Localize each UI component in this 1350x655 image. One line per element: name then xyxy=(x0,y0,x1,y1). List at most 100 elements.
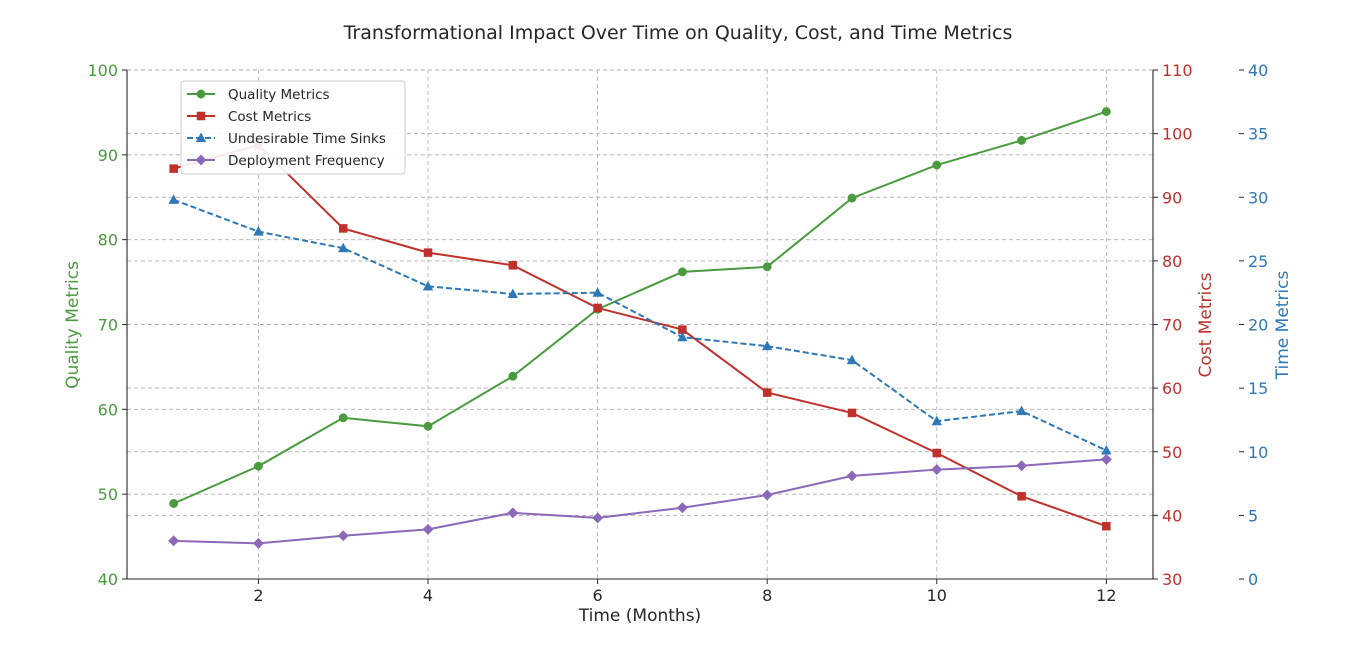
data-point xyxy=(677,331,688,342)
cost-tick-label: 60 xyxy=(1162,379,1182,398)
legend-label: Deployment Frequency xyxy=(228,153,385,169)
data-point xyxy=(338,224,348,233)
data-point xyxy=(422,280,434,291)
time-tick-label: 35 xyxy=(1248,125,1268,144)
data-point xyxy=(932,160,942,170)
data-point xyxy=(846,354,858,365)
cost-tick-label: 50 xyxy=(1162,443,1182,462)
cost-tick-label: 40 xyxy=(1162,506,1182,525)
time-tick-label: 10 xyxy=(1248,443,1268,462)
cost-tick-label: 80 xyxy=(1162,252,1182,271)
x-tick-label: 12 xyxy=(1096,586,1116,605)
data-point xyxy=(592,287,603,297)
data-point xyxy=(931,464,943,476)
legend-box xyxy=(180,80,406,175)
x-tick-label: 4 xyxy=(423,586,433,605)
data-point xyxy=(593,303,602,313)
data-point xyxy=(337,530,349,542)
cost-tick-label: 30 xyxy=(1162,570,1182,589)
data-point xyxy=(168,535,180,547)
data-point xyxy=(338,413,348,423)
cost-axis-label: Cost Metrics xyxy=(1196,272,1216,377)
data-point xyxy=(846,470,858,482)
data-point xyxy=(508,371,518,381)
left-tick-label: 70 xyxy=(98,316,118,335)
time-axis-label: Time Metrics xyxy=(1273,271,1293,381)
legend-marker xyxy=(196,111,206,121)
cost-tick-label: 70 xyxy=(1162,316,1182,335)
data-point xyxy=(1101,107,1111,117)
left-axis-label: Quality Metrics xyxy=(63,261,83,389)
data-point xyxy=(252,537,264,549)
legend-label: Undesirable Time Sinks xyxy=(228,131,386,147)
time-tick-label: 0 xyxy=(1248,570,1258,589)
chart-title: Transformational Impact Over Time on Qua… xyxy=(343,22,1013,44)
time-tick-label: 30 xyxy=(1248,188,1268,207)
data-point xyxy=(507,288,519,299)
left-tick-label: 80 xyxy=(98,231,118,250)
series-line xyxy=(173,198,1107,452)
data-point xyxy=(507,507,519,519)
series-undesirable-time-sinks xyxy=(168,194,1112,455)
data-point xyxy=(169,499,179,508)
data-point xyxy=(932,448,942,458)
left-tick-label: 50 xyxy=(98,485,118,504)
legend-label: Cost Metrics xyxy=(228,109,311,125)
data-point xyxy=(847,408,857,418)
x-tick-label: 2 xyxy=(253,586,263,605)
legend-label: Quality Metrics xyxy=(228,87,330,103)
legend-marker xyxy=(195,154,207,166)
series-cost-metrics xyxy=(169,140,1111,531)
data-point xyxy=(423,248,433,257)
axes: 2 4 6 8 10 1240506070809010030405060708090100… xyxy=(87,61,1268,605)
data-point xyxy=(762,388,772,397)
data-point xyxy=(508,261,518,270)
data-point xyxy=(676,502,688,514)
data-point xyxy=(422,523,434,535)
legend: Quality Metrics Cost Metrics Undesirable T… xyxy=(180,80,406,175)
time-tick-label: 40 xyxy=(1248,61,1268,80)
cost-tick-label: 100 xyxy=(1162,125,1193,144)
series-line xyxy=(173,458,1107,545)
x-tick-label: 8 xyxy=(762,586,772,605)
data-point xyxy=(1016,460,1028,472)
data-point xyxy=(931,415,942,426)
left-tick-label: 100 xyxy=(87,61,118,80)
series-line xyxy=(173,110,1107,505)
left-tick-label: 60 xyxy=(98,400,118,419)
data-point xyxy=(169,164,178,173)
left-tick-label: 90 xyxy=(98,146,118,165)
left-tick-label: 40 xyxy=(98,570,118,589)
data-point xyxy=(761,489,773,501)
data-point xyxy=(168,194,179,204)
data-point xyxy=(1102,521,1111,531)
legend-marker xyxy=(195,132,207,143)
time-tick-label: 20 xyxy=(1248,316,1268,335)
legend-marker xyxy=(196,89,206,99)
x-tick-label: 6 xyxy=(593,586,603,605)
x-tick-label: 10 xyxy=(927,586,947,605)
time-tick-label: 25 xyxy=(1248,252,1268,271)
series-layer xyxy=(168,107,1112,549)
series-deployment-frequency xyxy=(168,453,1112,549)
data-point xyxy=(423,421,433,431)
time-tick-label: 5 xyxy=(1248,506,1258,525)
series-line xyxy=(173,143,1107,528)
data-point xyxy=(253,461,263,471)
cost-tick-label: 90 xyxy=(1162,188,1182,207)
x-axis-label: Time (Months) xyxy=(578,606,701,626)
data-point xyxy=(761,340,773,351)
data-point xyxy=(677,267,687,277)
time-tick-label: 15 xyxy=(1248,379,1268,398)
data-point xyxy=(1100,453,1112,465)
data-point xyxy=(592,512,604,524)
data-point xyxy=(847,193,857,203)
data-point xyxy=(1017,135,1027,145)
cost-tick-label: 110 xyxy=(1162,61,1193,80)
data-point xyxy=(1016,405,1027,416)
data-point xyxy=(253,226,264,236)
data-point xyxy=(1017,492,1026,501)
data-point xyxy=(338,242,349,253)
data-point xyxy=(762,262,772,272)
